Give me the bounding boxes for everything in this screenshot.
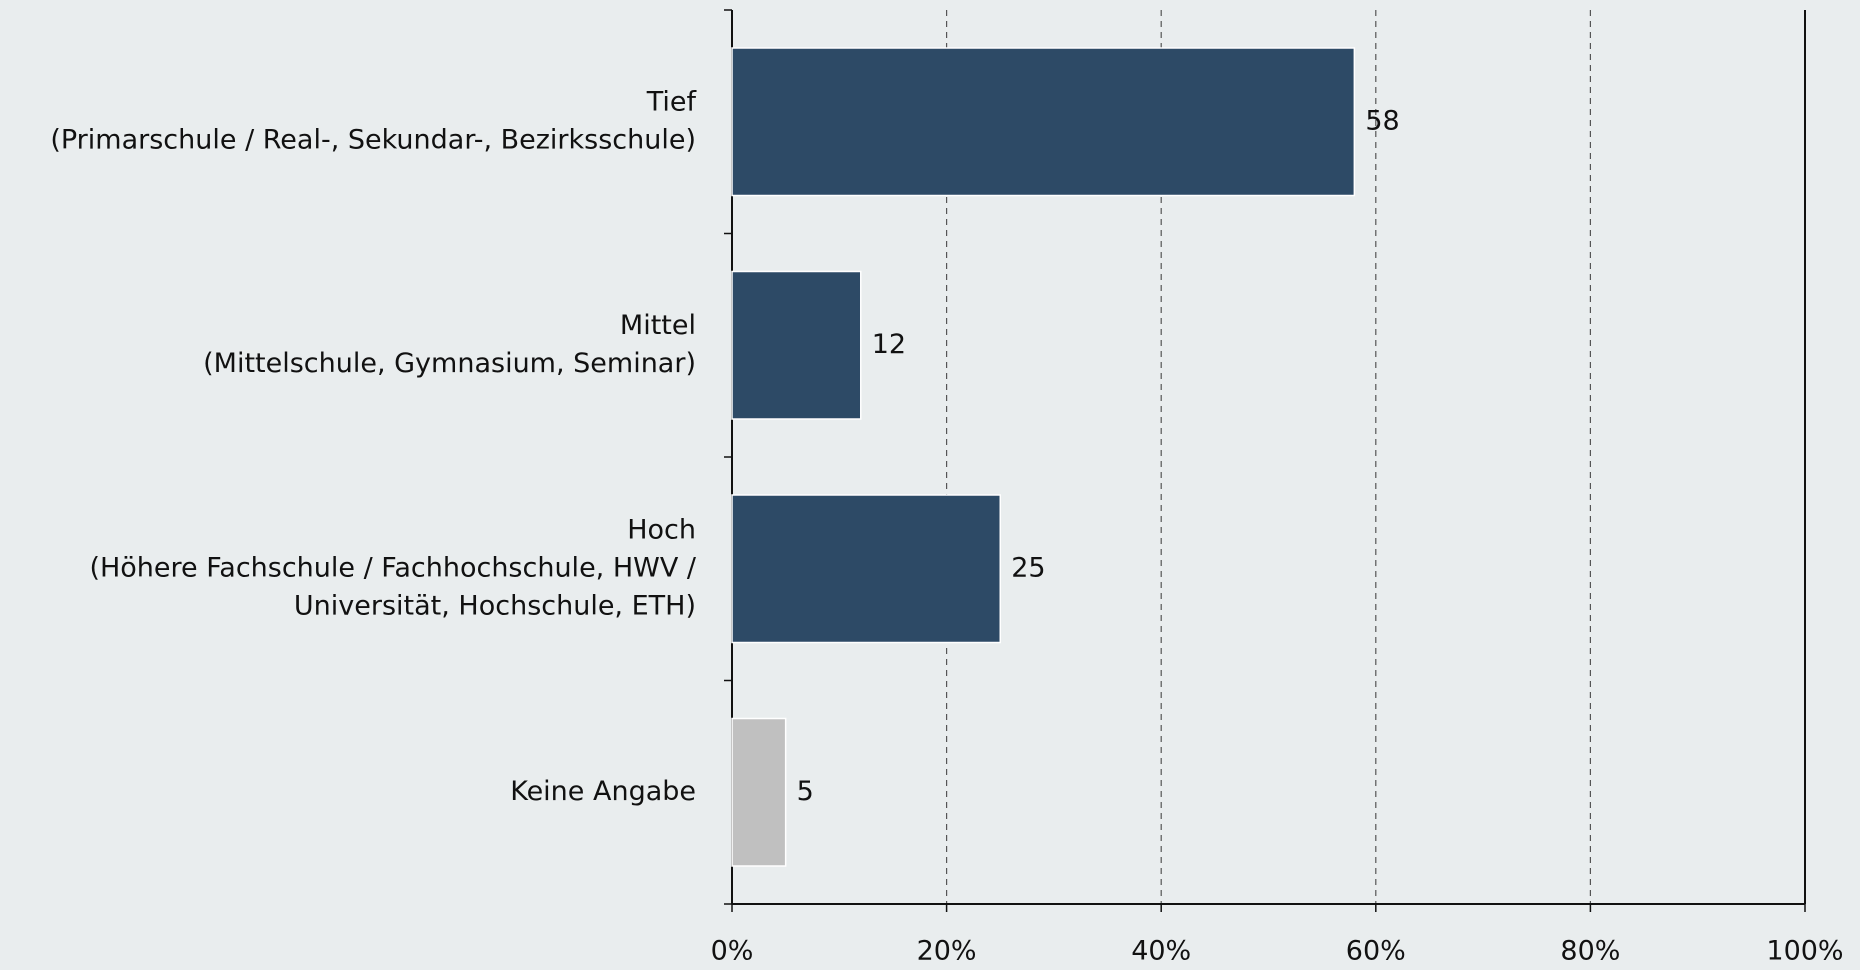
x-tick-label: 40%: [1131, 936, 1191, 967]
y-tick-label: Mittel: [620, 310, 696, 341]
x-tick-label: 80%: [1560, 936, 1620, 967]
value-label: 58: [1365, 105, 1399, 136]
x-tick-label: 60%: [1346, 936, 1406, 967]
y-tick-label: (Mittelschule, Gymnasium, Seminar): [203, 348, 696, 379]
value-label: 5: [797, 776, 814, 807]
bar: [731, 270, 862, 420]
y-tick-label: Keine Angabe: [510, 776, 696, 807]
bar: [731, 717, 787, 867]
bar: [731, 494, 1001, 644]
y-tick-label: (Höhere Fachschule / Fachhochschule, HWV…: [89, 552, 696, 583]
value-label: 25: [1011, 552, 1045, 583]
y-tick-label: Hoch: [627, 514, 696, 545]
x-tick-label: 0%: [711, 936, 754, 967]
value-label: 12: [872, 329, 906, 360]
y-tick-label: Universität, Hochschule, ETH): [294, 590, 696, 621]
x-tick-label: 20%: [917, 936, 977, 967]
y-tick-label: (Primarschule / Real-, Sekundar-, Bezirk…: [50, 124, 696, 155]
x-tick-label: 100%: [1766, 936, 1843, 967]
bar: [731, 47, 1356, 197]
y-tick-label: Tief: [646, 86, 698, 117]
